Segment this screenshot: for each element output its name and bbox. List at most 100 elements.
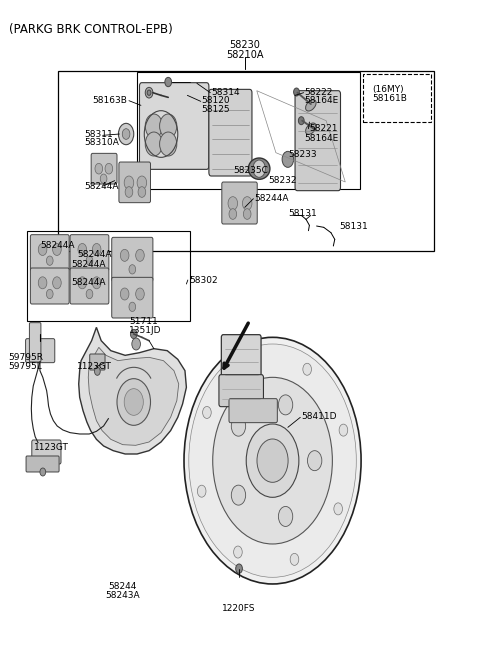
Circle shape	[86, 289, 93, 299]
Circle shape	[53, 243, 61, 255]
Circle shape	[165, 77, 171, 87]
Circle shape	[124, 389, 144, 415]
FancyBboxPatch shape	[29, 323, 41, 362]
Circle shape	[100, 174, 107, 183]
Ellipse shape	[213, 377, 332, 544]
Bar	[363, 74, 432, 122]
Text: 58131: 58131	[339, 222, 368, 230]
Circle shape	[159, 132, 177, 156]
Text: 51711: 51711	[129, 317, 158, 326]
Text: 59795R: 59795R	[8, 353, 43, 363]
Circle shape	[92, 277, 101, 289]
Ellipse shape	[257, 439, 288, 482]
Circle shape	[228, 196, 238, 210]
Circle shape	[145, 132, 162, 156]
Circle shape	[278, 506, 293, 526]
Circle shape	[119, 124, 134, 145]
Circle shape	[278, 395, 293, 415]
Text: 58131: 58131	[288, 209, 317, 218]
FancyBboxPatch shape	[222, 182, 257, 224]
Text: 58210A: 58210A	[226, 49, 264, 59]
FancyBboxPatch shape	[25, 339, 55, 363]
FancyBboxPatch shape	[295, 91, 340, 190]
Ellipse shape	[306, 100, 316, 111]
FancyBboxPatch shape	[30, 234, 69, 271]
Circle shape	[308, 451, 322, 471]
Circle shape	[236, 564, 242, 573]
FancyBboxPatch shape	[70, 234, 109, 271]
Text: 58222: 58222	[305, 88, 333, 96]
Text: 58164E: 58164E	[305, 134, 339, 143]
FancyBboxPatch shape	[32, 440, 61, 464]
FancyBboxPatch shape	[112, 277, 153, 318]
Text: 58161B: 58161B	[372, 94, 408, 103]
FancyBboxPatch shape	[219, 375, 264, 407]
FancyBboxPatch shape	[26, 456, 59, 472]
Ellipse shape	[306, 123, 316, 134]
FancyBboxPatch shape	[140, 83, 209, 170]
Text: 58221: 58221	[310, 124, 338, 133]
Text: 58302: 58302	[189, 275, 217, 285]
Text: 1351JD: 1351JD	[129, 325, 161, 335]
Text: 1123GT: 1123GT	[77, 362, 112, 371]
Circle shape	[120, 288, 129, 300]
Circle shape	[145, 114, 162, 138]
Circle shape	[105, 164, 113, 174]
Circle shape	[95, 164, 103, 174]
Circle shape	[47, 256, 53, 265]
Circle shape	[78, 277, 86, 289]
Text: 58233: 58233	[288, 150, 316, 158]
Circle shape	[120, 249, 129, 261]
FancyBboxPatch shape	[70, 268, 109, 304]
FancyBboxPatch shape	[90, 354, 105, 370]
Text: (16MY): (16MY)	[372, 85, 404, 94]
Circle shape	[131, 329, 137, 339]
Bar	[137, 72, 360, 188]
Text: 58243A: 58243A	[106, 591, 140, 600]
Circle shape	[290, 553, 299, 565]
Circle shape	[47, 289, 53, 299]
Circle shape	[203, 406, 211, 418]
Circle shape	[129, 302, 136, 311]
Circle shape	[339, 424, 348, 436]
Text: 58120: 58120	[202, 96, 230, 105]
Bar	[58, 71, 434, 250]
Text: 58230: 58230	[229, 40, 260, 50]
FancyBboxPatch shape	[229, 399, 277, 423]
Text: 58125: 58125	[202, 105, 230, 114]
Polygon shape	[88, 347, 179, 446]
Circle shape	[136, 249, 144, 261]
Circle shape	[145, 88, 153, 98]
Text: 1123GT: 1123GT	[34, 444, 69, 452]
Circle shape	[234, 546, 242, 558]
Circle shape	[122, 129, 130, 140]
Text: 58310A: 58310A	[84, 138, 120, 147]
Circle shape	[303, 363, 312, 375]
Circle shape	[282, 152, 294, 168]
Text: 58244A: 58244A	[40, 241, 75, 250]
Circle shape	[125, 186, 133, 197]
Circle shape	[294, 88, 300, 96]
Circle shape	[138, 186, 146, 197]
Ellipse shape	[248, 158, 270, 179]
Ellipse shape	[189, 344, 356, 577]
Text: 58311: 58311	[84, 130, 113, 138]
Circle shape	[137, 176, 147, 189]
FancyBboxPatch shape	[91, 154, 117, 184]
Circle shape	[38, 243, 47, 255]
Circle shape	[136, 288, 144, 300]
Circle shape	[334, 503, 342, 515]
FancyBboxPatch shape	[209, 90, 252, 176]
Bar	[27, 230, 190, 321]
Circle shape	[86, 256, 93, 265]
FancyBboxPatch shape	[119, 162, 151, 202]
Circle shape	[95, 367, 100, 375]
Text: 58314: 58314	[211, 88, 240, 96]
Circle shape	[231, 485, 246, 505]
Ellipse shape	[184, 337, 361, 584]
Text: 59795L: 59795L	[8, 362, 42, 371]
Circle shape	[242, 196, 252, 210]
Text: 1220FS: 1220FS	[222, 604, 256, 613]
FancyBboxPatch shape	[112, 237, 153, 281]
Circle shape	[78, 243, 86, 255]
